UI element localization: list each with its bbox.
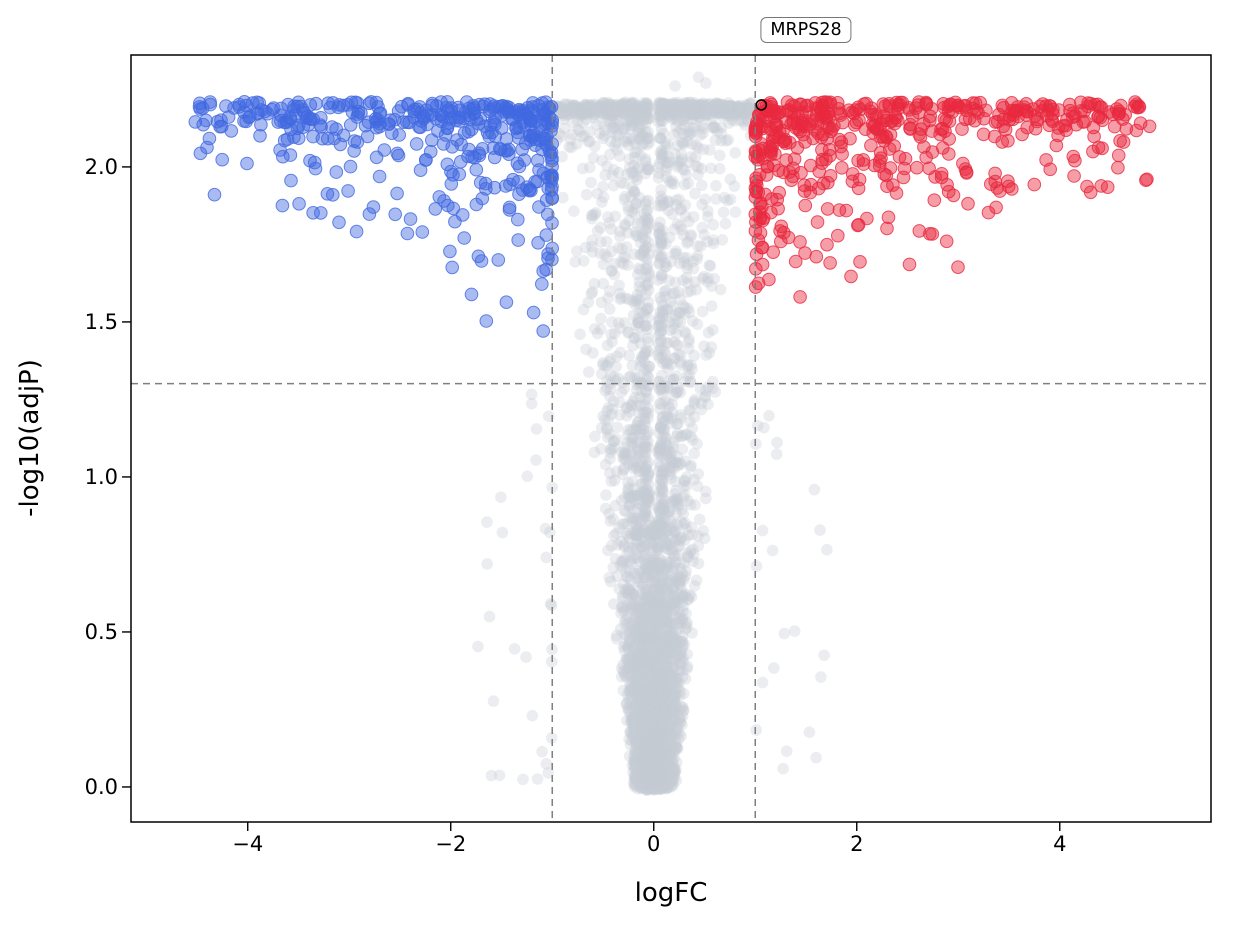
x-tick-label: 4 [1053, 832, 1066, 856]
y-axis-label: -log10(adjP) [15, 359, 45, 517]
annotation-box: MRPS28 [760, 17, 852, 43]
y-tick-label: 1.5 [85, 310, 118, 334]
y-tick-label: 1.0 [85, 465, 118, 489]
highlighted-point [755, 99, 768, 111]
x-tick-label: 0 [647, 832, 660, 856]
plot-spine [130, 54, 1212, 823]
y-tick-label: 0.0 [85, 775, 118, 799]
y-tick-label: 2.0 [85, 155, 118, 179]
annotation-label: MRPS28 [770, 20, 842, 40]
axes: −4 −2 0 2 4 0.0 0.5 1.0 1.5 2.0 [85, 54, 1212, 856]
points-not-significant [472, 71, 833, 796]
y-tick-label: 0.5 [85, 620, 118, 644]
x-tick-label: −2 [435, 832, 466, 856]
x-tick-label: −4 [232, 832, 263, 856]
x-tick-label: 2 [850, 832, 863, 856]
x-axis-label: logFC [634, 878, 708, 908]
points-up-regulated [748, 95, 1157, 304]
threshold-lines [131, 55, 1211, 822]
points-down-regulated [188, 95, 560, 338]
